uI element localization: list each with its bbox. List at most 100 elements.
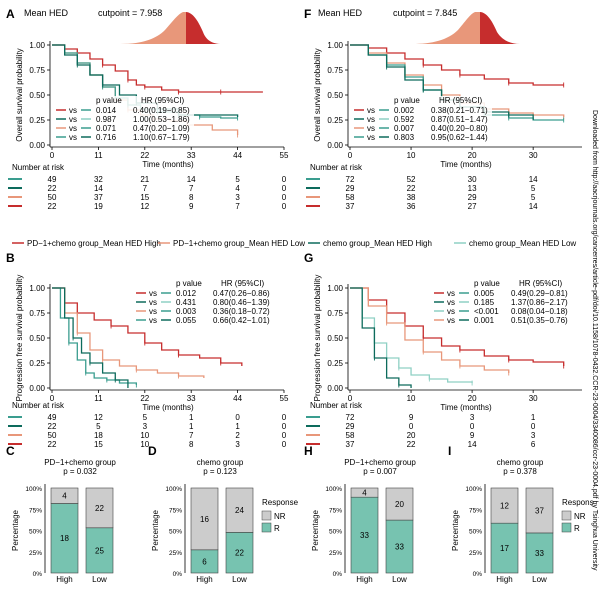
bar-x-tick-label: High bbox=[196, 575, 212, 584]
x-axis-label: Time (months) bbox=[440, 403, 492, 412]
bar-y-tick-label: 75% bbox=[469, 507, 482, 514]
y-tick-label: 0.75 bbox=[327, 66, 343, 75]
panel-letter-i: I bbox=[448, 444, 451, 458]
risk-value: 1 bbox=[189, 422, 194, 431]
stats-row-hr: 0.87(0.51−1.47) bbox=[431, 115, 488, 124]
bar-segment-r bbox=[85, 527, 114, 574]
stats-row-p: 0.001 bbox=[474, 316, 495, 325]
bar-segment-nr bbox=[385, 487, 414, 521]
risk-value: 7 bbox=[189, 184, 194, 193]
stats-row-hr: 0.36(0.18−0.72) bbox=[213, 307, 270, 316]
bar-y-axis-label: Percentage bbox=[451, 509, 460, 550]
risk-value: 7 bbox=[235, 202, 240, 211]
bar-y-tick-label: 100% bbox=[325, 486, 342, 493]
download-sidebar-text: Downloaded from http://aacrjournals.org/… bbox=[591, 110, 598, 571]
risk-value: 1 bbox=[531, 413, 536, 422]
stats-row-hr: 0.47(0.26−0.86) bbox=[213, 289, 270, 298]
risk-value: 0 bbox=[282, 422, 287, 431]
risk-value: 29 bbox=[346, 422, 355, 431]
bar-y-axis-label: Percentage bbox=[311, 509, 320, 550]
bar-x-tick-label: Low bbox=[532, 575, 547, 584]
risk-value: 22 bbox=[407, 440, 416, 449]
risk-value: 9 bbox=[189, 202, 194, 211]
x-tick-label: 30 bbox=[529, 151, 538, 160]
stats-row-hr: 0.80(0.46−1.39) bbox=[213, 298, 270, 307]
stats-row-vs: vs bbox=[447, 307, 455, 316]
response-swatch-nr bbox=[561, 510, 572, 521]
response-label-nr: NR bbox=[274, 512, 286, 521]
bar-value-nr: 22 bbox=[95, 504, 104, 513]
stats-row-hr: 1.37(0.86−2.17) bbox=[511, 298, 568, 307]
risk-value: 0 bbox=[409, 422, 414, 431]
panel-letter-g: G bbox=[304, 251, 313, 265]
stats-row-vs: vs bbox=[149, 289, 157, 298]
x-tick-label: 10 bbox=[407, 394, 416, 403]
risk-value: 20 bbox=[407, 431, 416, 440]
bar-y-tick-label: 0% bbox=[33, 571, 43, 578]
risk-value: 50 bbox=[48, 431, 57, 440]
risk-value: 22 bbox=[48, 422, 57, 431]
risk-value: 0 bbox=[282, 431, 287, 440]
bar-value-r: 18 bbox=[60, 534, 69, 543]
response-label-r: R bbox=[574, 524, 580, 533]
x-tick-label: 55 bbox=[280, 151, 289, 160]
y-tick-label: 1.00 bbox=[29, 41, 45, 50]
response-legend-title: Respons bbox=[562, 498, 594, 507]
bar-x-tick-label: Low bbox=[232, 575, 247, 584]
density-f: Mean HED cutpoint = 7.845 bbox=[318, 8, 520, 44]
panel-letter-a: A bbox=[6, 7, 15, 21]
y-tick-label: 0.50 bbox=[327, 91, 343, 100]
y-tick-label: 0.00 bbox=[327, 141, 343, 150]
risk-value: 14 bbox=[529, 175, 538, 184]
bar-x-tick-label: Low bbox=[92, 575, 107, 584]
y-tick-label: 0.50 bbox=[29, 334, 45, 343]
density-a: Mean HED cutpoint = 7.958 bbox=[24, 8, 222, 44]
bar-x-tick-label: High bbox=[496, 575, 512, 584]
density-title: Mean HED bbox=[24, 8, 69, 18]
bar-value-nr: 4 bbox=[62, 492, 67, 501]
stats-header-p: p value bbox=[96, 96, 122, 105]
bar-segment-nr bbox=[225, 487, 254, 533]
stats-row-p: 0.716 bbox=[96, 133, 117, 142]
x-tick-label: 20 bbox=[468, 151, 477, 160]
risk-value: 22 bbox=[48, 184, 57, 193]
stats-row-vs: vs bbox=[149, 307, 157, 316]
bar-segment-r bbox=[50, 503, 79, 574]
risk-value: 3 bbox=[235, 193, 240, 202]
stats-row-vs: vs bbox=[367, 124, 375, 133]
risk-value: 0 bbox=[282, 193, 287, 202]
response-legend-left: Response NR R bbox=[261, 498, 299, 533]
km-curve-red bbox=[350, 287, 565, 366]
risk-value: 5 bbox=[235, 175, 240, 184]
bar-title: PD−1+chemo group bbox=[44, 458, 116, 467]
stats-table-bg bbox=[134, 279, 274, 324]
stats-row-p: 0.431 bbox=[176, 298, 197, 307]
risk-title: Number at risk bbox=[310, 163, 363, 172]
panel-letter-b: B bbox=[6, 251, 15, 265]
y-tick-label: 0.25 bbox=[29, 359, 45, 368]
response-swatch-nr bbox=[261, 510, 272, 521]
stats-row-hr: 0.40(0.20−0.80) bbox=[431, 124, 488, 133]
risk-value: 15 bbox=[140, 193, 149, 202]
y-tick-label: 0.25 bbox=[327, 359, 343, 368]
response-swatch-r bbox=[261, 522, 272, 533]
risk-value: 12 bbox=[94, 413, 103, 422]
stats-row-p: 0.592 bbox=[394, 115, 415, 124]
risk-value: 4 bbox=[235, 184, 240, 193]
stats-row-p: 0.803 bbox=[394, 133, 415, 142]
risk-value: 30 bbox=[468, 175, 477, 184]
risk-value: 5 bbox=[531, 193, 536, 202]
stats-row-vs: vs bbox=[367, 115, 375, 124]
y-axis-label: Progression free survival probability bbox=[15, 275, 24, 402]
risk-value: 32 bbox=[94, 175, 103, 184]
risk-value: 9 bbox=[470, 431, 475, 440]
risk-value: 10 bbox=[140, 431, 149, 440]
bar-y-tick-label: 75% bbox=[29, 507, 42, 514]
bar-title: PD−1+chemo group bbox=[344, 458, 416, 467]
risk-value: 58 bbox=[346, 193, 355, 202]
risk-value: 15 bbox=[94, 440, 103, 449]
stats-table-bg bbox=[352, 96, 492, 141]
